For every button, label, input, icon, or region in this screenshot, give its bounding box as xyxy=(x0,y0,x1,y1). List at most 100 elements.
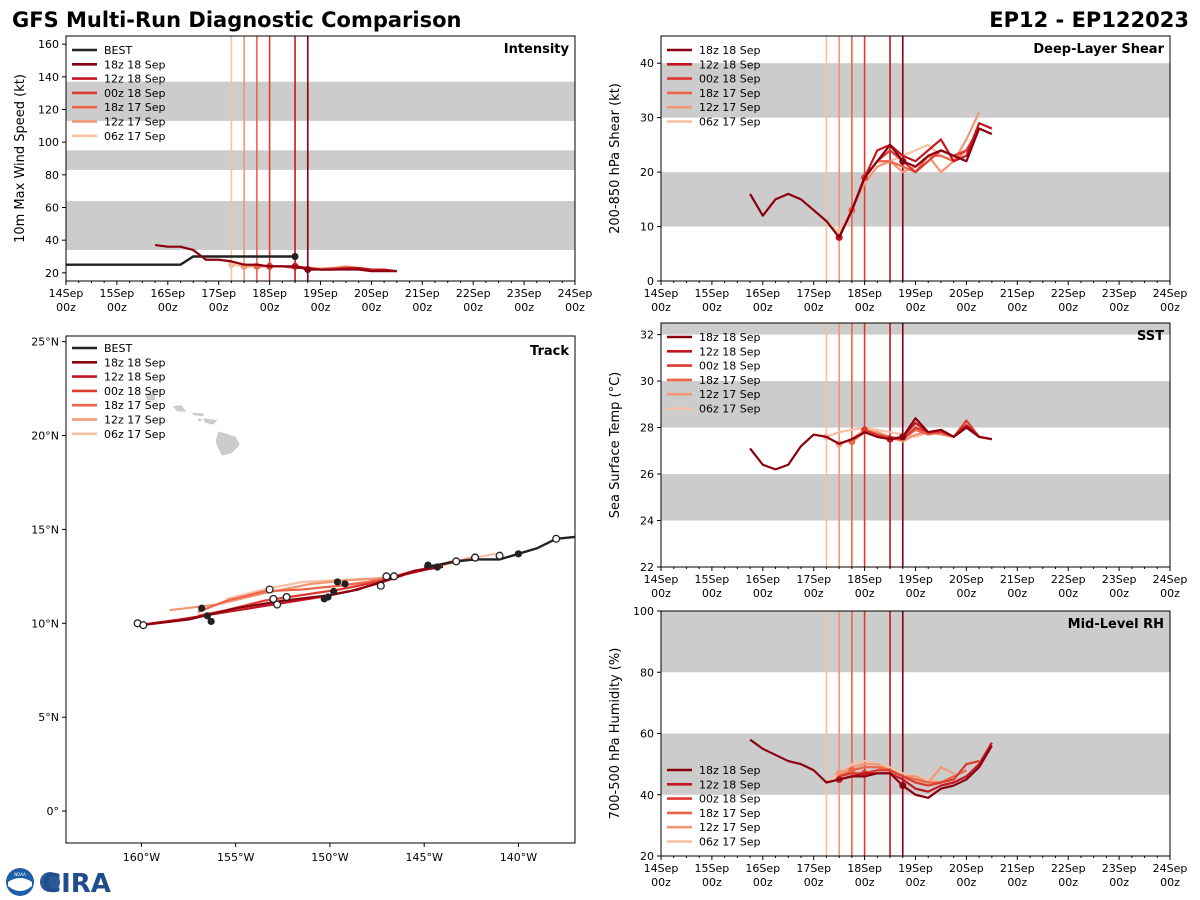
sst-ytick-label: 24 xyxy=(640,515,654,528)
rh-panel: 14Sep 00z 15Sep 00z 16Sep 00z 17Sep 00z 18Sep 00z… xyxy=(608,605,1187,889)
shear-legend-label: 06z 17 Sep xyxy=(699,116,761,129)
track-marker-filled xyxy=(203,612,211,620)
intensity-ytick-label: 80 xyxy=(45,169,59,182)
rh-xtick-label: 20Sep 00z xyxy=(949,862,984,889)
intensity-ytick-label: 100 xyxy=(38,136,59,149)
island-molokai xyxy=(191,412,205,417)
sst-xtick-label: 21Sep 00z xyxy=(1000,573,1035,600)
sst-xtick-label: 23Sep 00z xyxy=(1102,573,1137,600)
sst-legend-label: 18z 18 Sep xyxy=(699,331,761,344)
intensity-legend-label: 12z 17 Sep xyxy=(104,116,166,129)
rh-series-06z-17-Sep xyxy=(825,759,942,784)
island-oahu xyxy=(172,405,187,412)
track-title: Track xyxy=(530,344,569,359)
track-marker-filled xyxy=(330,587,338,595)
track-marker-open xyxy=(495,551,504,560)
rh-xtick-label: 16Sep 00z xyxy=(745,862,780,889)
storm-id: EP12 - EP122023 xyxy=(989,8,1189,32)
sst-xtick-label: 18Sep 00z xyxy=(847,573,882,600)
rh-xtick-label: 17Sep 00z xyxy=(796,862,831,889)
intensity-title: Intensity xyxy=(504,42,570,57)
shear-xtick-label: 14Sep 00z xyxy=(644,287,679,314)
shear-legend-label: 18z 18 Sep xyxy=(699,44,761,57)
sst-ytick-label: 30 xyxy=(640,375,654,388)
intensity-ytick-label: 20 xyxy=(45,267,59,280)
shear-title: Deep-Layer Shear xyxy=(1033,42,1164,57)
sst-series-06z-17-Sep xyxy=(826,426,942,438)
sst-title: SST xyxy=(1137,329,1164,344)
intensity-ytick-label: 140 xyxy=(38,71,59,84)
sst-band-0 xyxy=(661,474,1170,521)
shear-panel: 14Sep 00z 15Sep 00z 16Sep 00z 17Sep 00z 18Sep 00z… xyxy=(608,35,1188,314)
sst-xtick-label: 19Sep 00z xyxy=(898,573,933,600)
figure-title: GFS Multi-Run Diagnostic Comparison xyxy=(12,8,461,32)
track-marker-filled xyxy=(333,578,342,586)
intensity-legend-label: 00z 18 Sep xyxy=(104,87,166,100)
intensity-marker-18z-18-Sep xyxy=(304,266,312,274)
track-xtick-label: 155°W xyxy=(217,851,254,864)
track-ytick-label: 0° xyxy=(47,805,60,818)
track-legend-label: BEST xyxy=(104,342,132,355)
shear-series-18z-18-Sep xyxy=(749,127,993,239)
track-marker-filled xyxy=(433,563,441,571)
island-kauai xyxy=(144,393,155,401)
sst-ytick-label: 32 xyxy=(640,329,654,342)
intensity-legend-label: 12z 18 Sep xyxy=(104,73,166,86)
track-marker-open xyxy=(139,621,148,630)
sst-series-18z-18-Sep xyxy=(749,417,993,471)
track-marker-open xyxy=(265,585,274,594)
intensity-band-1 xyxy=(66,150,575,170)
shear-xtick-label: 24Sep 00z xyxy=(1153,287,1188,314)
intensity-xtick-label: 20Sep 00z xyxy=(354,287,389,314)
rh-ytick-label: 20 xyxy=(640,850,654,863)
intensity-ytick-label: 40 xyxy=(45,234,59,247)
sst-ytick-label: 28 xyxy=(640,422,654,435)
shear-ylabel: 200-850 hPa Shear (kt) xyxy=(608,83,623,234)
rh-xtick-label: 23Sep 00z xyxy=(1102,862,1137,889)
intensity-xtick-label: 16Sep 00z xyxy=(150,287,185,314)
rh-legend-label: 18z 18 Sep xyxy=(699,764,761,777)
sst-xtick-label: 16Sep 00z xyxy=(745,573,780,600)
noaa-wave-icon xyxy=(8,878,32,891)
track-xtick-label: 150°W xyxy=(311,851,348,864)
track-legend-label: 12z 18 Sep xyxy=(104,371,166,384)
track-legend-label: 00z 18 Sep xyxy=(104,385,166,398)
rh-ytick-label: 60 xyxy=(640,728,654,741)
intensity-ytick-label: 160 xyxy=(38,38,59,51)
island-maui xyxy=(203,418,218,425)
intensity-series-18z-18-Sep xyxy=(154,243,397,273)
rh-xtick-label: 22Sep 00z xyxy=(1051,862,1086,889)
track-marker-filled xyxy=(324,593,332,601)
rh-legend-label: 00z 18 Sep xyxy=(699,793,761,806)
track-marker-open xyxy=(282,592,291,602)
sst-xtick-label: 17Sep 00z xyxy=(796,573,831,600)
shear-ytick-label: 40 xyxy=(640,57,654,70)
shear-xtick-label: 20Sep 00z xyxy=(949,287,984,314)
shear-xtick-label: 23Sep 00z xyxy=(1102,287,1137,314)
track-ytick-label: 5°N xyxy=(38,711,59,724)
track-marker-filled xyxy=(424,561,432,569)
rh-legend-label: 06z 17 Sep xyxy=(699,836,761,849)
intensity-legend-label: 06z 17 Sep xyxy=(104,130,166,143)
track-legend-label: 18z 17 Sep xyxy=(104,399,166,412)
rh-legend-label: 12z 18 Sep xyxy=(699,778,761,791)
panels: 14Sep 00z 15Sep 00z 16Sep 00z 17Sep 00z 18Sep 00z… xyxy=(13,35,1188,889)
island-big_island xyxy=(215,431,240,456)
sst-xtick-label: 14Sep 00z xyxy=(644,573,679,600)
track-marker-open xyxy=(273,600,282,609)
track-marker-open xyxy=(269,594,278,603)
track-series-18z-17-Sep xyxy=(197,560,453,614)
intensity-band-2 xyxy=(66,81,575,121)
track-marker-open xyxy=(452,557,461,566)
sst-legend-label: 00z 18 Sep xyxy=(699,360,761,373)
track-xtick-label: 140°W xyxy=(500,851,537,864)
intensity-best-line xyxy=(66,255,296,266)
rh-band-1 xyxy=(661,611,1170,673)
shear-marker-18z-18-Sep xyxy=(899,157,907,165)
track-marker-filled xyxy=(207,617,215,626)
track-marker-filled xyxy=(341,580,349,588)
shear-legend-label: 00z 18 Sep xyxy=(699,73,761,86)
rh-xtick-label: 21Sep 00z xyxy=(1000,862,1035,889)
